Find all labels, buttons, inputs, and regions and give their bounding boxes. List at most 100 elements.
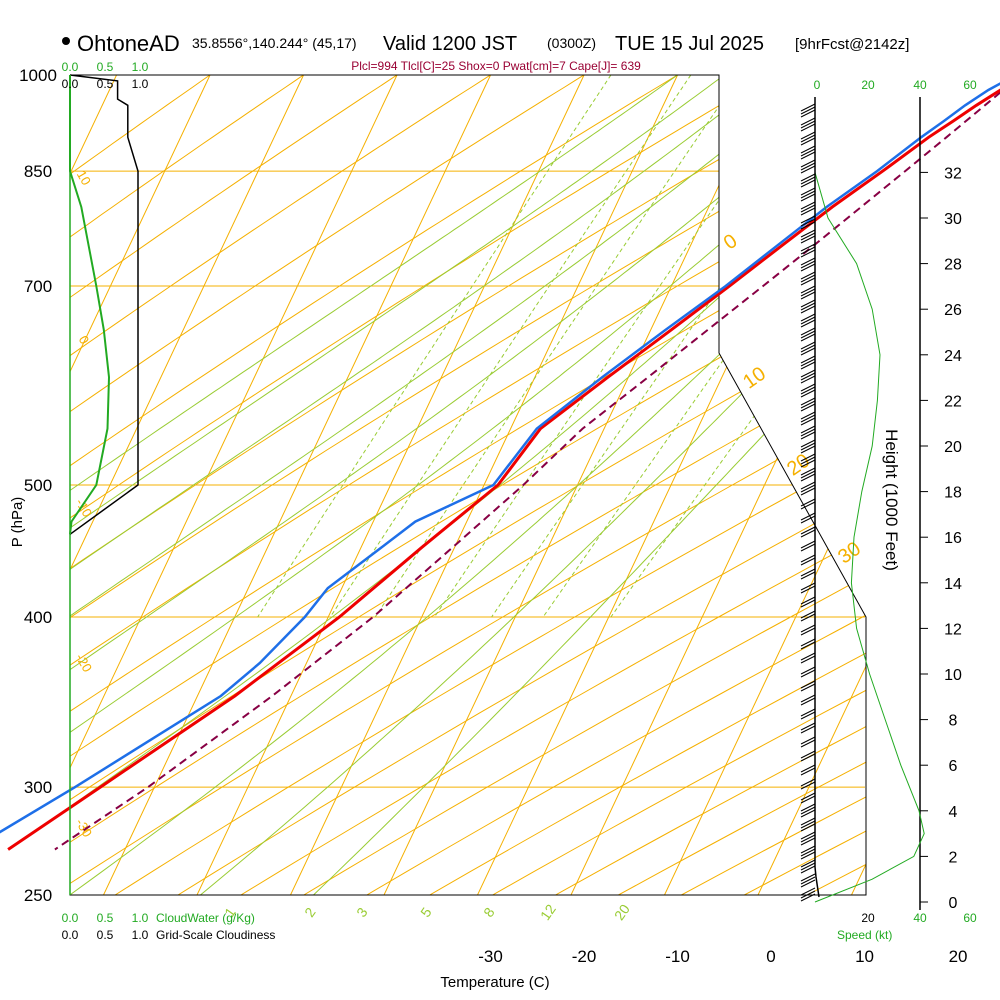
- isotherm-line: [103, 75, 491, 895]
- wind-barb-stroke: [800, 173, 816, 182]
- wind-barb-icon: [800, 243, 816, 258]
- moist-adiabat-line: [70, 75, 866, 895]
- height-tick-label: 30: [944, 211, 962, 228]
- wind-barb-stroke: [800, 585, 816, 594]
- wind-barb-stroke: [800, 767, 816, 776]
- wind-barb-icon: [800, 425, 816, 440]
- x-axis-label: Temperature (C): [440, 974, 549, 991]
- wind-barb-stroke: [800, 249, 816, 258]
- dry-adiabat-line: [70, 75, 632, 895]
- wind-barb-stroke: [800, 599, 816, 608]
- cloud-water-bottom-tick: 0.5: [97, 911, 114, 925]
- wind-barb-stroke: [800, 358, 816, 367]
- wind-barb-stroke: [800, 803, 816, 812]
- temperature-tick-label: 20: [949, 947, 968, 966]
- wind-barb-stroke: [800, 456, 816, 465]
- wind-barb-stroke: [800, 313, 816, 322]
- wind-barb-icon: [800, 582, 816, 594]
- speed-top-tick: 60: [963, 78, 977, 92]
- pressure-tick-labels: 250 300 400 500 700 850 1000: [19, 66, 57, 905]
- wind-barb-stroke: [800, 123, 816, 132]
- wind-barb-stroke: [800, 859, 816, 868]
- wind-barb-stroke: [800, 459, 816, 468]
- mixing-ratio-line: [542, 75, 866, 618]
- wind-barb-stroke: [800, 257, 816, 266]
- wind-barb-stroke: [800, 106, 816, 115]
- wind-barb-stroke: [800, 736, 816, 745]
- wind-barb-icon: [800, 173, 816, 188]
- wind-barb-stroke: [800, 159, 816, 168]
- wind-barb-stroke: [800, 834, 816, 843]
- dry-adiabat-line: [70, 75, 821, 895]
- cloud-water-line: [69, 75, 111, 535]
- cloudiness-bottom-tick: 0.5: [97, 928, 114, 942]
- wind-barb-stroke: [800, 764, 816, 773]
- dry-adiabat-line: [70, 75, 866, 895]
- mixing-ratio-line: [257, 75, 612, 618]
- wind-barb-stroke: [800, 848, 816, 857]
- wind-barb-icon: [800, 187, 816, 202]
- wind-barb-stroke: [800, 263, 816, 272]
- wind-barb-stroke: [800, 484, 816, 493]
- station-dot-icon: [62, 37, 70, 45]
- wind-barb-stroke: [800, 473, 816, 482]
- cloudiness-bottom-tick: 1.0: [132, 928, 149, 942]
- pressure-tick-label: 500: [24, 476, 52, 495]
- wind-barb-stroke: [800, 887, 816, 896]
- dry-adiabat-line: [70, 75, 726, 895]
- wind-barb-stroke: [800, 131, 816, 140]
- dry-adiabat-label: 10: [739, 363, 770, 394]
- wind-barb-stroke: [800, 439, 816, 448]
- dry-adiabat-line: [529, 75, 866, 895]
- moist-adiabat-line: [70, 75, 819, 895]
- speed-top-tick: 40: [913, 78, 927, 92]
- wind-barb-stroke: [800, 470, 816, 479]
- moist-adiabat-line: [70, 75, 866, 895]
- mixing-ratio-line: [374, 75, 741, 618]
- wind-barb-stroke: [800, 557, 816, 566]
- wind-barb-stroke: [800, 369, 816, 378]
- cloudiness-bottom-tick: 0.0: [62, 928, 79, 942]
- wind-barb-stroke: [800, 386, 816, 395]
- height-tick-label: 20: [944, 439, 962, 456]
- isotherm-line: [70, 75, 211, 895]
- wind-barb-icon: [800, 439, 816, 454]
- wind-barb-stroke: [800, 397, 816, 406]
- wind-barb-stroke: [800, 467, 816, 476]
- indices-line: Plcl=994 Tlcl[C]=25 Shox=0 Pwat[cm]=7 Ca…: [351, 59, 641, 73]
- wind-barb-icon: [800, 355, 816, 370]
- height-tick-label: 32: [944, 165, 962, 182]
- wind-barb-stroke: [800, 820, 816, 829]
- wind-barb-icon: [800, 299, 816, 314]
- wind-barb-stroke: [800, 333, 816, 342]
- mixing-ratio-line: [491, 75, 866, 618]
- wind-barb-icon: [800, 341, 816, 356]
- wind-barb-icon: [800, 610, 816, 622]
- height-tick-label: 12: [944, 621, 962, 638]
- wind-barb-stroke: [800, 865, 816, 874]
- wind-barb-stroke: [800, 179, 816, 188]
- wind-barb-stroke: [800, 697, 816, 706]
- wind-barb-icon: [800, 750, 816, 762]
- wind-barb-icon: [800, 271, 816, 286]
- wind-barb-stroke: [800, 876, 816, 885]
- wind-barb-icon: [800, 215, 816, 230]
- mixing-ratio-label: 8: [480, 904, 498, 920]
- wind-barb-stroke: [800, 355, 816, 364]
- wind-barb-icon: [800, 453, 816, 468]
- wind-barb-stroke: [800, 795, 816, 804]
- wind-barb-stroke: [800, 725, 816, 734]
- station-name: OhtoneAD: [77, 31, 180, 56]
- pressure-tick-label: 700: [24, 277, 52, 296]
- wind-barb-icon: [800, 327, 816, 342]
- wind-barb-stroke: [800, 554, 816, 563]
- wind-barb-stroke: [800, 383, 816, 392]
- wind-barb-stroke: [800, 831, 816, 840]
- dry-adiabat-label: 30: [834, 538, 865, 569]
- wind-barb-stroke: [800, 543, 816, 552]
- valid-time: Valid 1200 JST: [383, 33, 517, 55]
- isotherm-line: [70, 75, 398, 895]
- wind-barb-icon: [800, 554, 816, 566]
- wind-barb-stroke: [800, 624, 816, 633]
- temperature-profile-line: [7, 88, 1000, 851]
